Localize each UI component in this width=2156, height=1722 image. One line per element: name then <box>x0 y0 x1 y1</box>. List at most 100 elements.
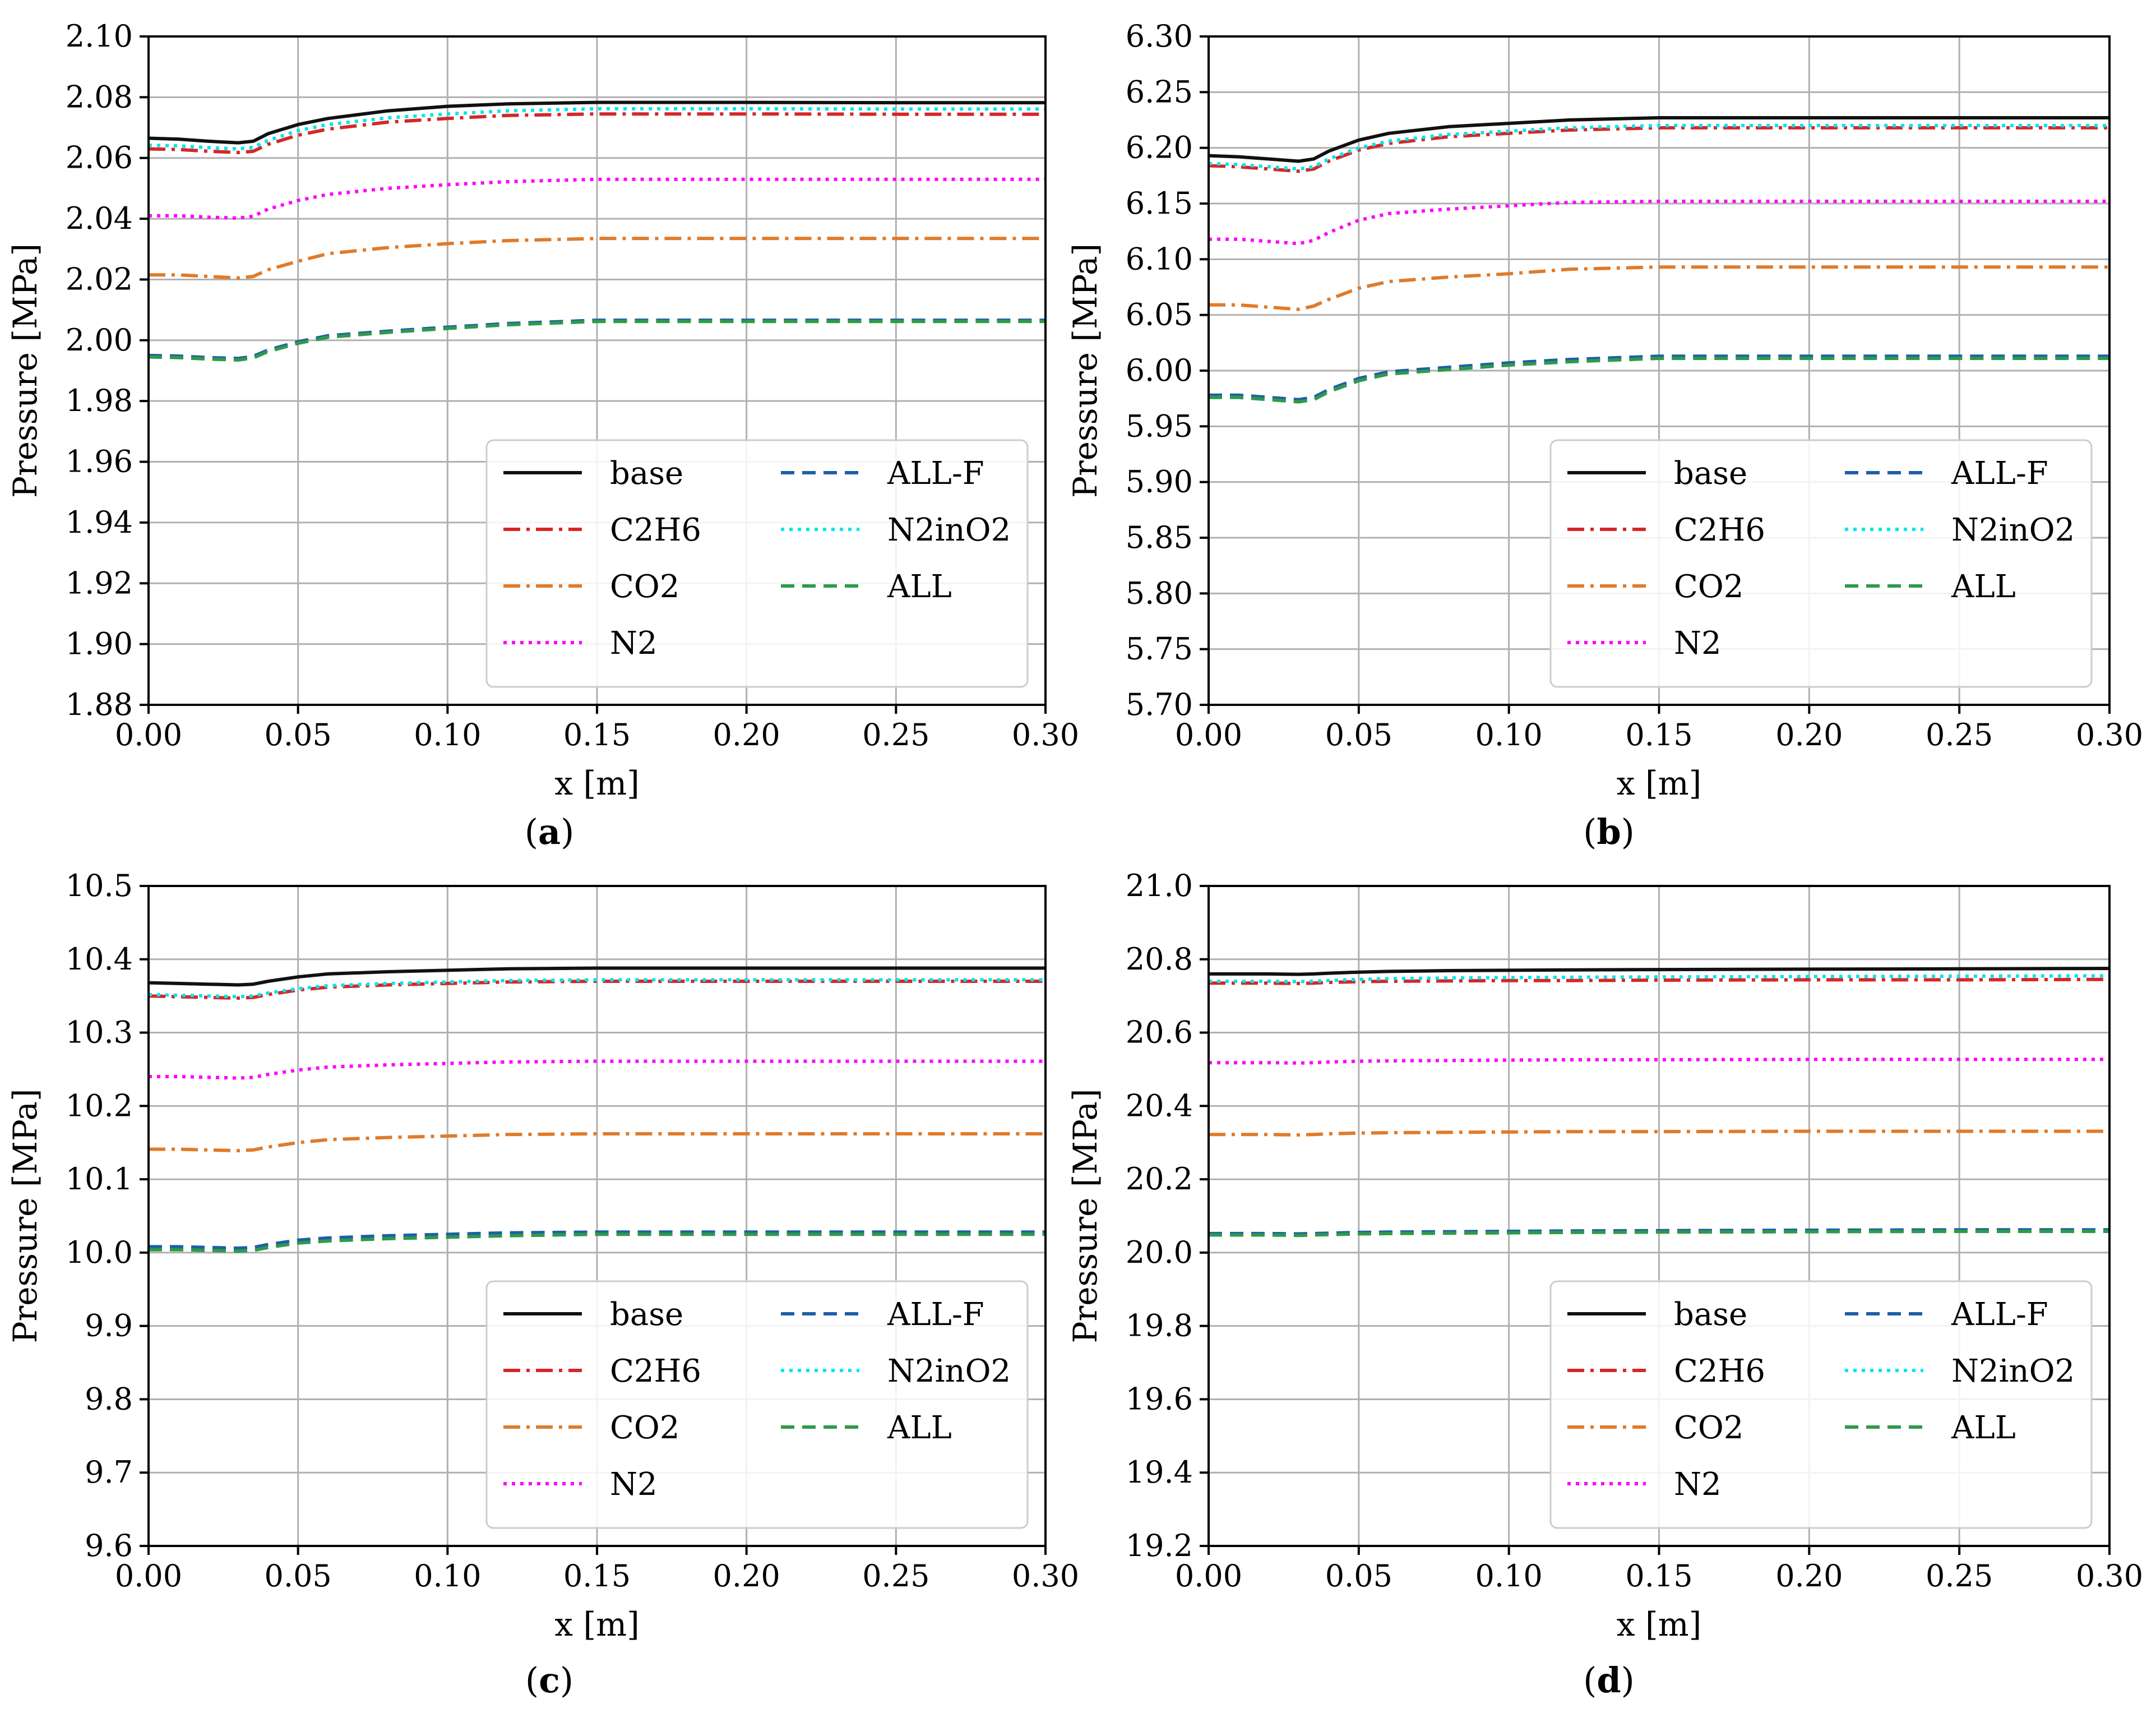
legend-label-n2ino2: N2inO2 <box>887 512 1011 548</box>
x-tick-label: 0.10 <box>414 717 481 752</box>
y-tick-label: 5.90 <box>1126 464 1193 500</box>
series-line-co2 <box>149 1132 1045 1153</box>
y-tick-label: 2.10 <box>66 19 133 54</box>
legend-box <box>1549 1280 2093 1529</box>
legend-label-n2ino2: N2inO2 <box>887 1353 1011 1389</box>
y-tick-label: 6.10 <box>1126 241 1193 276</box>
legend-label-all: ALL <box>887 1410 952 1446</box>
y-tick-label: 5.95 <box>1126 408 1193 444</box>
x-tick-label: 0.15 <box>563 1558 631 1594</box>
y-tick-label: 2.06 <box>66 140 133 176</box>
series-line-n2 <box>1209 200 2109 246</box>
y-tick-label: 10.1 <box>66 1161 133 1197</box>
y-tick-label: 10.3 <box>66 1015 133 1050</box>
y-tick-label: 1.92 <box>66 565 133 601</box>
x-tick-label: 0.25 <box>862 1558 929 1594</box>
legend-label-co2: CO2 <box>610 569 679 605</box>
y-tick-label: 2.04 <box>66 201 133 236</box>
legend-box <box>485 439 1029 688</box>
x-axis-label: x [m] <box>1617 764 1701 802</box>
series-line-n2ino2 <box>149 978 1045 999</box>
y-tick-label: 6.20 <box>1126 130 1193 165</box>
y-tick-label: 2.08 <box>66 79 133 114</box>
y-tick-label: 10.4 <box>66 941 133 977</box>
y-axis-label: Pressure [MPa] <box>6 1088 44 1343</box>
series-line-base <box>149 100 1045 145</box>
y-tick-label: 6.25 <box>1126 74 1193 109</box>
chart-panel-a: 0.00 0.05 0.10 0.15 0.20 0.25 0.30 1.88 1.90 1.92… <box>6 19 1079 852</box>
series-line-all-f <box>149 1230 1045 1250</box>
series-line-base <box>1209 967 2109 976</box>
chart-panel-b: 0.00 0.05 0.10 0.15 0.20 0.25 0.30 5.70 5.75 5.80… <box>1066 19 2143 852</box>
legend: base C2H6 CO2 N2 ALL-F N2inO2 ALL <box>485 439 1029 688</box>
series-line-all <box>1209 357 2109 404</box>
legend-label-all-f: ALL-F <box>887 455 984 492</box>
x-tick-label: 0.20 <box>1775 1558 1843 1594</box>
y-axis-label: Pressure [MPa] <box>1066 243 1104 498</box>
y-tick-label: 6.15 <box>1126 186 1193 221</box>
series-line-all-f <box>1209 354 2109 401</box>
y-tick-label: 1.88 <box>66 687 133 722</box>
legend-label-n2ino2: N2inO2 <box>1951 512 2075 548</box>
y-tick-label: 2.02 <box>66 261 133 297</box>
series-line-c2h6 <box>149 112 1045 154</box>
y-tick-label: 1.98 <box>66 383 133 418</box>
y-tick-label: 6.30 <box>1126 19 1193 54</box>
x-tick-label: 0.15 <box>1625 1558 1692 1594</box>
chart-panel-d: 0.00 0.05 0.10 0.15 0.20 0.25 0.30 19.2 19.4 19.6… <box>1066 868 2143 1701</box>
legend-label-all-f: ALL-F <box>1951 455 2048 492</box>
x-tick-label: 0.05 <box>1325 717 1392 752</box>
legend-label-n2: N2 <box>610 625 658 662</box>
panel-caption: (b) <box>1583 811 1635 852</box>
legend-label-n2ino2: N2inO2 <box>1951 1353 2075 1389</box>
x-tick-label: 0.30 <box>2076 1558 2143 1594</box>
legend-label-c2h6: C2H6 <box>610 1353 701 1389</box>
x-tick-label: 0.05 <box>265 1558 332 1594</box>
y-tick-label: 5.75 <box>1126 631 1193 667</box>
y-tick-label: 10.0 <box>66 1235 133 1270</box>
x-tick-label: 0.00 <box>115 717 182 752</box>
y-tick-label: 20.0 <box>1126 1235 1193 1270</box>
y-tick-label: 10.5 <box>66 868 133 903</box>
y-tick-label: 20.4 <box>1126 1088 1193 1123</box>
panel-caption: (d) <box>1583 1660 1635 1701</box>
series-line-all <box>1209 1230 2109 1238</box>
legend-label-all: ALL <box>1951 569 2016 605</box>
legend-label-co2: CO2 <box>1674 569 1743 605</box>
legend-label-co2: CO2 <box>1674 1410 1743 1446</box>
y-tick-label: 9.7 <box>85 1455 133 1490</box>
legend-label-co2: CO2 <box>610 1410 679 1446</box>
series-line-all <box>149 1232 1045 1253</box>
x-tick-label: 0.30 <box>2076 717 2143 752</box>
y-axis-label: Pressure [MPa] <box>6 243 44 498</box>
x-tick-label: 0.25 <box>862 717 929 752</box>
y-tick-label: 5.70 <box>1126 687 1193 722</box>
x-tick-label: 0.30 <box>1012 1558 1079 1594</box>
legend-label-base: base <box>610 455 683 492</box>
legend-label-all: ALL <box>887 569 952 605</box>
x-tick-label: 0.10 <box>414 1558 481 1594</box>
series-line-co2 <box>1209 1129 2109 1137</box>
y-tick-label: 6.05 <box>1126 297 1193 333</box>
legend-label-n2: N2 <box>1674 625 1722 662</box>
series-line-n2 <box>1209 1058 2109 1065</box>
y-tick-label: 5.85 <box>1126 520 1193 555</box>
y-tick-label: 10.2 <box>66 1088 133 1123</box>
x-tick-label: 0.05 <box>265 717 332 752</box>
y-tick-label: 1.96 <box>66 444 133 479</box>
x-axis-label: x [m] <box>1617 1605 1701 1643</box>
x-tick-label: 0.05 <box>1325 1558 1392 1594</box>
y-tick-label: 9.8 <box>85 1381 133 1416</box>
chart-panel-c: 0.00 0.05 0.10 0.15 0.20 0.25 0.30 9.6 9.7 9.8 9.9… <box>6 868 1079 1701</box>
legend-label-all-f: ALL-F <box>1951 1296 2048 1333</box>
y-tick-label: 20.2 <box>1126 1161 1193 1197</box>
y-tick-label: 2.00 <box>66 322 133 358</box>
legend-label-all: ALL <box>1951 1410 2016 1446</box>
legend-box <box>1549 439 2093 688</box>
series-line-c2h6 <box>1209 977 2109 985</box>
panel-caption: (a) <box>525 811 575 852</box>
legend-label-base: base <box>1674 1296 1747 1333</box>
legend-label-n2: N2 <box>610 1466 658 1503</box>
legend: base C2H6 CO2 N2 ALL-F N2inO2 ALL <box>1549 439 2093 688</box>
x-tick-label: 0.10 <box>1475 1558 1543 1594</box>
